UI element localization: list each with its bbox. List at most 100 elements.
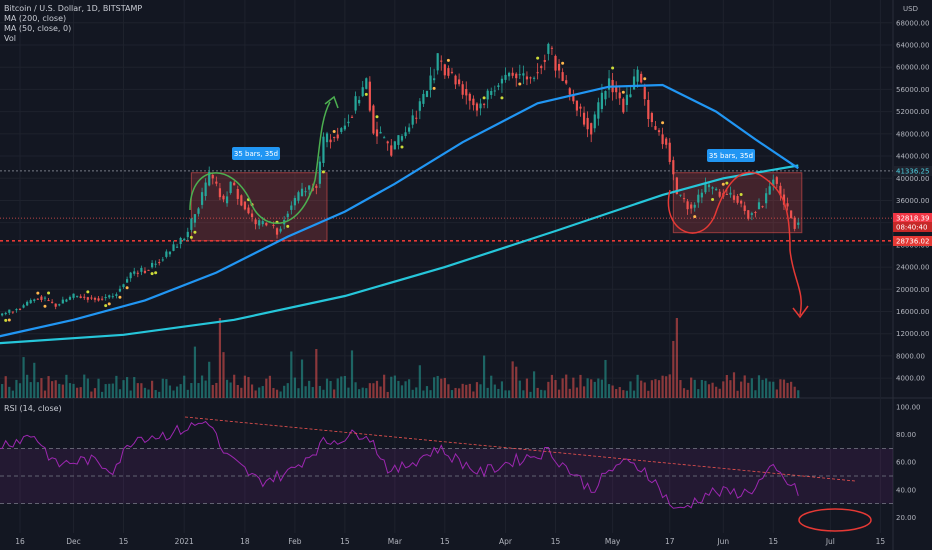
candle-body	[333, 137, 336, 139]
candle-body	[729, 192, 732, 195]
y-tick-label: 44000.00	[896, 153, 929, 161]
volume-bar	[279, 391, 282, 398]
volume-bar	[347, 387, 350, 398]
volume-bar	[322, 389, 325, 398]
volume-bar	[297, 388, 300, 398]
candle-body	[493, 90, 496, 92]
candle-body	[158, 262, 161, 264]
volume-bar	[422, 390, 425, 398]
volume-bar	[607, 384, 611, 398]
candle-body	[218, 188, 222, 198]
candle-body	[643, 86, 646, 100]
volume-bar	[272, 387, 275, 398]
candle-body	[61, 299, 64, 304]
volume-bar	[468, 383, 471, 398]
x-tick-label: May	[605, 537, 621, 546]
volume-bar	[561, 378, 564, 398]
candle-body	[622, 98, 625, 113]
candle-body	[300, 188, 304, 197]
candle-body	[54, 303, 57, 307]
candle-body	[90, 297, 93, 299]
candle-body	[51, 301, 54, 303]
volume-bar	[293, 377, 296, 398]
candle-body	[325, 133, 329, 143]
candle-body	[318, 161, 321, 184]
candle-body	[661, 134, 664, 145]
candle-body	[97, 298, 100, 301]
volume-bar	[186, 389, 189, 398]
candle-body	[254, 219, 257, 225]
candle-body	[272, 224, 275, 226]
signal-dot	[47, 291, 51, 295]
volume-bar	[258, 387, 261, 398]
volume-bar	[529, 391, 532, 398]
volume-bar	[179, 384, 182, 398]
candle-body	[704, 183, 707, 193]
volume-bar	[718, 388, 721, 398]
volume-bar	[204, 380, 207, 398]
y-tick-label: 52000.00	[896, 108, 929, 116]
candle-body	[743, 205, 746, 212]
volume-bar	[454, 387, 457, 398]
candle-body	[732, 195, 736, 200]
candle-body	[786, 203, 789, 207]
volume-bar	[532, 371, 536, 398]
volume-bar	[554, 380, 557, 398]
signal-dot	[721, 182, 725, 186]
volume-bar	[525, 378, 529, 398]
candle-body	[550, 47, 554, 49]
volume-bar	[747, 382, 750, 398]
candle-body	[204, 182, 207, 197]
y-tick-label: 16000.00	[896, 308, 929, 316]
candle-body	[47, 300, 50, 302]
volume-bar	[604, 359, 607, 398]
candle-body	[190, 218, 193, 230]
candle-body	[297, 192, 300, 201]
candle-body	[715, 188, 718, 191]
volume-bar	[500, 381, 504, 398]
candle-body	[458, 79, 461, 85]
candle-body	[422, 93, 425, 104]
candle-body	[768, 186, 771, 195]
signal-dot	[104, 304, 108, 308]
volume-bar	[65, 374, 68, 398]
volume-bar	[275, 389, 279, 398]
volume-bar	[729, 380, 732, 398]
signal-dot	[154, 271, 158, 275]
candle-body	[597, 102, 600, 119]
candle-body	[147, 269, 150, 271]
volume-bar	[22, 357, 25, 398]
volume-bar	[497, 388, 500, 398]
volume-bar	[161, 378, 164, 398]
volume-bar	[511, 361, 514, 398]
y-tick-label: 60000.00	[896, 64, 929, 72]
volume-bar	[358, 389, 361, 398]
signal-dot	[86, 290, 90, 294]
bars-count-badge	[232, 147, 280, 160]
volume-bar	[707, 384, 711, 398]
bars-count-text: 35 bars, 35d	[709, 152, 753, 160]
volume-bar	[283, 385, 286, 398]
annotation-arrow-red	[792, 305, 809, 319]
volume-bar	[58, 383, 61, 398]
candle-body	[547, 43, 550, 54]
legend-volume: Vol	[4, 34, 16, 43]
volume-bar	[86, 378, 89, 398]
volume-bar	[557, 389, 561, 398]
candle-body	[397, 135, 400, 145]
candle-body	[411, 115, 414, 125]
candle-body	[697, 194, 700, 203]
volume-bar	[515, 366, 518, 398]
candle-body	[354, 96, 357, 111]
volume-bar	[147, 389, 150, 398]
candle-body	[197, 208, 200, 214]
y-tick-label: 68000.00	[896, 19, 929, 27]
volume-bar	[61, 384, 64, 398]
candle-body	[1, 313, 4, 316]
candle-body	[22, 305, 25, 308]
candle-body	[122, 284, 125, 288]
y-tick-label: 36000.00	[896, 197, 929, 205]
volume-bar	[636, 374, 639, 398]
rsi-trendline	[184, 416, 856, 482]
